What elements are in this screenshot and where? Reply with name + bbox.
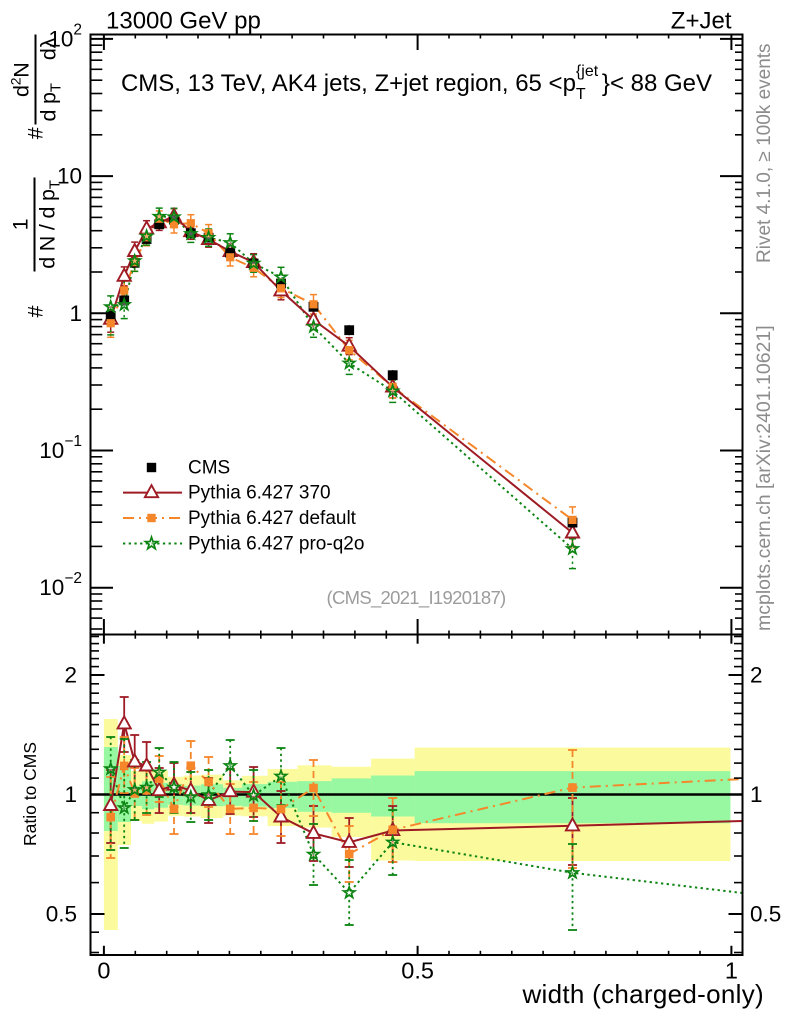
svg-text:(CMS_2021_I1920187): (CMS_2021_I1920187) [326,587,506,609]
svg-text:10: 10 [57,164,82,189]
svg-text:Ratio to CMS: Ratio to CMS [20,742,40,846]
svg-text:Z+Jet: Z+Jet [671,8,732,35]
svg-text:Rivet 4.1.0, ≥ 100k events: Rivet 4.1.0, ≥ 100k events [754,43,775,263]
svg-text:Pythia 6.427 pro-q2o: Pythia 6.427 pro-q2o [188,534,364,555]
svg-text:CMS: CMS [188,458,230,479]
svg-text:1: 1 [69,301,82,326]
svg-text:0.5: 0.5 [401,958,434,984]
svg-text:1: 1 [725,958,738,984]
svg-text:width (charged-only): width (charged-only) [521,979,764,1009]
svg-text:2: 2 [64,663,77,688]
svg-text:2: 2 [750,663,763,688]
svg-text:13000 GeV pp: 13000 GeV pp [106,8,261,35]
svg-text:10−1: 10−1 [39,433,82,463]
svg-text:0.5: 0.5 [46,902,77,927]
svg-text:1: 1 [64,782,77,807]
svg-text:0: 0 [97,958,110,984]
svg-text:0.5: 0.5 [750,902,781,927]
svg-text:1: 1 [750,782,763,807]
svg-text:10−2: 10−2 [39,570,82,600]
svg-text:Pythia 6.427 default: Pythia 6.427 default [188,508,357,529]
svg-text:mcplots.cern.ch [arXiv:2401.10: mcplots.cern.ch [arXiv:2401.10621] [753,325,775,631]
svg-text:Pythia 6.427 370: Pythia 6.427 370 [188,483,331,504]
